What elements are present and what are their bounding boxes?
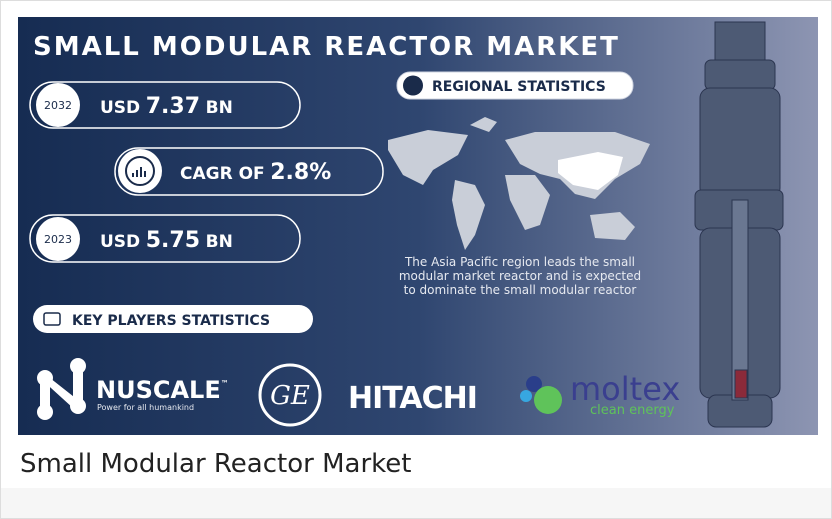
cagr-icon bbox=[132, 167, 146, 177]
caption: Small Modular Reactor Market bbox=[20, 449, 411, 479]
regional-line: to dominate the small modular reactor bbox=[404, 283, 637, 297]
unit: BN bbox=[206, 232, 233, 252]
year: 2032 bbox=[44, 99, 72, 112]
year-badge bbox=[36, 83, 80, 127]
reactor-illustration bbox=[694, 21, 784, 428]
title: SMALL MODULAR REACTOR MARKET bbox=[33, 32, 620, 62]
stat-text: CAGR OF 2.8% bbox=[180, 160, 331, 185]
value: 2.8% bbox=[270, 160, 331, 185]
footer-band bbox=[1, 488, 831, 518]
key-players-pill bbox=[33, 305, 313, 333]
logo-name: HITACHI bbox=[348, 381, 477, 416]
logo-name: GE bbox=[270, 381, 310, 411]
stat-pill bbox=[29, 81, 301, 129]
moltex-dot bbox=[526, 376, 542, 392]
asia-highlight bbox=[558, 152, 623, 190]
moltex-dot bbox=[534, 386, 562, 414]
unit: BN bbox=[206, 98, 233, 118]
regional-line: The Asia Pacific region leads the small bbox=[404, 255, 635, 269]
stat-text: USD 5.75 BN bbox=[100, 228, 233, 253]
label: CAGR OF bbox=[180, 164, 265, 184]
regional-heading: REGIONAL STATISTICS bbox=[432, 79, 606, 95]
stat-text: USD 7.37 BN bbox=[100, 94, 233, 119]
stat-pill bbox=[29, 214, 301, 263]
stat-pill bbox=[114, 147, 384, 196]
logo-tagline: Power for all humankind bbox=[97, 403, 194, 412]
regional-line: modular market reactor and is expected bbox=[399, 269, 641, 283]
logo-tagline: clean energy bbox=[590, 403, 675, 418]
cagr-icon bbox=[125, 156, 155, 186]
nuscale: NUSCALE bbox=[96, 376, 221, 404]
logo-name: NUSCALE™ bbox=[96, 376, 229, 404]
logo-name: moltex bbox=[570, 370, 680, 408]
year: 2023 bbox=[44, 233, 72, 246]
trademark: ™ bbox=[221, 379, 229, 388]
globe-icon bbox=[403, 75, 423, 96]
prefix: USD bbox=[100, 232, 140, 252]
ge-logo bbox=[258, 363, 322, 427]
prefix: USD bbox=[100, 98, 140, 118]
year-badge bbox=[36, 217, 80, 261]
regional-pill bbox=[396, 71, 634, 100]
handshake-icon bbox=[43, 312, 61, 326]
key-players-heading: KEY PLAYERS STATISTICS bbox=[72, 313, 270, 329]
nuscale-icon bbox=[37, 358, 86, 420]
value: 7.37 bbox=[146, 94, 200, 119]
moltex-dot bbox=[520, 390, 532, 402]
value: 5.75 bbox=[146, 228, 200, 253]
